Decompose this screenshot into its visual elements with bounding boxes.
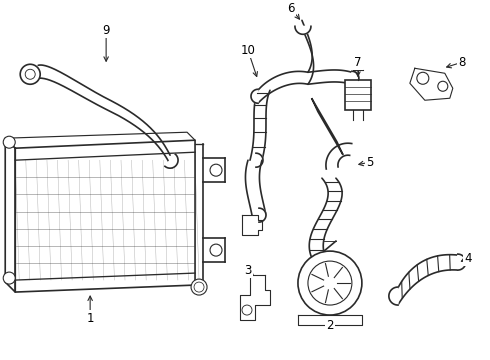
Circle shape [242, 305, 252, 315]
Polygon shape [245, 160, 266, 215]
Bar [345, 80, 371, 110]
Polygon shape [458, 254, 466, 270]
Text: 6: 6 [287, 2, 294, 15]
Polygon shape [389, 287, 398, 305]
Text: 7: 7 [354, 56, 362, 69]
Circle shape [20, 64, 40, 84]
Polygon shape [326, 143, 352, 169]
Circle shape [298, 251, 362, 315]
Text: 3: 3 [245, 264, 252, 276]
Polygon shape [258, 71, 308, 103]
Polygon shape [302, 20, 314, 84]
Polygon shape [398, 255, 458, 305]
Polygon shape [312, 99, 343, 154]
Polygon shape [240, 275, 270, 320]
Polygon shape [308, 70, 352, 84]
Text: 10: 10 [241, 44, 255, 57]
Circle shape [3, 272, 15, 284]
Circle shape [438, 81, 448, 91]
Circle shape [3, 136, 15, 148]
Text: 9: 9 [102, 24, 110, 37]
Text: 2: 2 [326, 319, 334, 332]
Polygon shape [410, 68, 453, 100]
Polygon shape [352, 71, 359, 85]
Circle shape [417, 72, 429, 84]
Polygon shape [251, 89, 258, 103]
Text: 8: 8 [458, 56, 466, 69]
Text: 5: 5 [366, 156, 373, 169]
Polygon shape [259, 208, 266, 222]
Polygon shape [309, 178, 342, 265]
Polygon shape [38, 65, 172, 168]
Text: 4: 4 [464, 252, 471, 265]
Text: 1: 1 [86, 311, 94, 324]
Polygon shape [256, 153, 263, 167]
Circle shape [191, 279, 207, 295]
Polygon shape [165, 154, 178, 168]
Polygon shape [295, 26, 311, 34]
Polygon shape [250, 90, 270, 160]
